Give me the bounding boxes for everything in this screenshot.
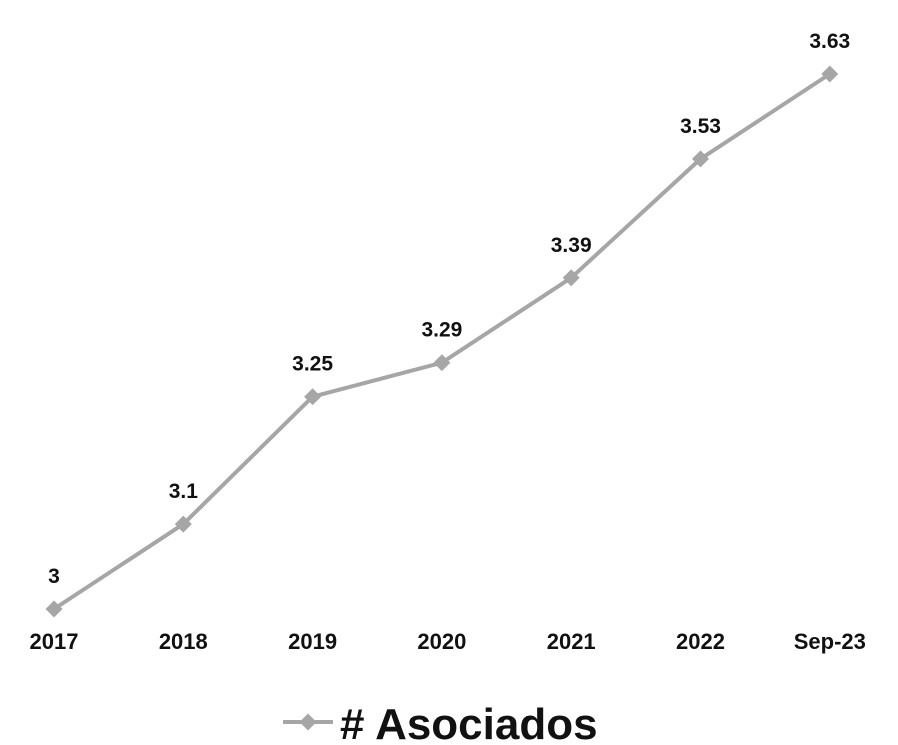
- data-label: 3.63: [809, 30, 850, 53]
- data-label: 3.1: [169, 480, 199, 503]
- data-point-marker: [821, 65, 839, 83]
- data-point-marker: [174, 515, 192, 533]
- data-label: 3: [48, 565, 60, 588]
- legend-series-name: # Asociados: [340, 700, 598, 745]
- x-tick-label: Sep-23: [794, 629, 866, 654]
- data-label: 3.53: [680, 115, 721, 138]
- data-point-marker: [304, 388, 322, 406]
- data-labels: 3 3.1 3.25 3.29 3.39 3.53 3.63: [48, 30, 850, 588]
- data-point-marker: [45, 600, 63, 618]
- x-tick-label: 2017: [30, 629, 79, 654]
- data-label: 3.29: [421, 319, 462, 342]
- x-tick-label: 2019: [288, 629, 337, 654]
- x-tick-label: 2021: [547, 629, 596, 654]
- data-point-marker: [692, 150, 709, 168]
- data-point-marker: [433, 354, 451, 372]
- legend-series-marker: [299, 713, 317, 731]
- data-point-marker: [562, 269, 580, 287]
- x-tick-label: 2020: [417, 629, 466, 654]
- legend: # Asociados: [283, 700, 598, 745]
- x-axis-tick-labels: 2017 2018 2019 2020 2021 2022 Sep-23: [30, 629, 866, 654]
- plot-area: [45, 65, 839, 618]
- x-tick-label: 2022: [676, 629, 725, 654]
- data-label: 3.39: [551, 234, 592, 257]
- x-tick-label: 2018: [159, 629, 208, 654]
- data-label: 3.25: [292, 353, 333, 376]
